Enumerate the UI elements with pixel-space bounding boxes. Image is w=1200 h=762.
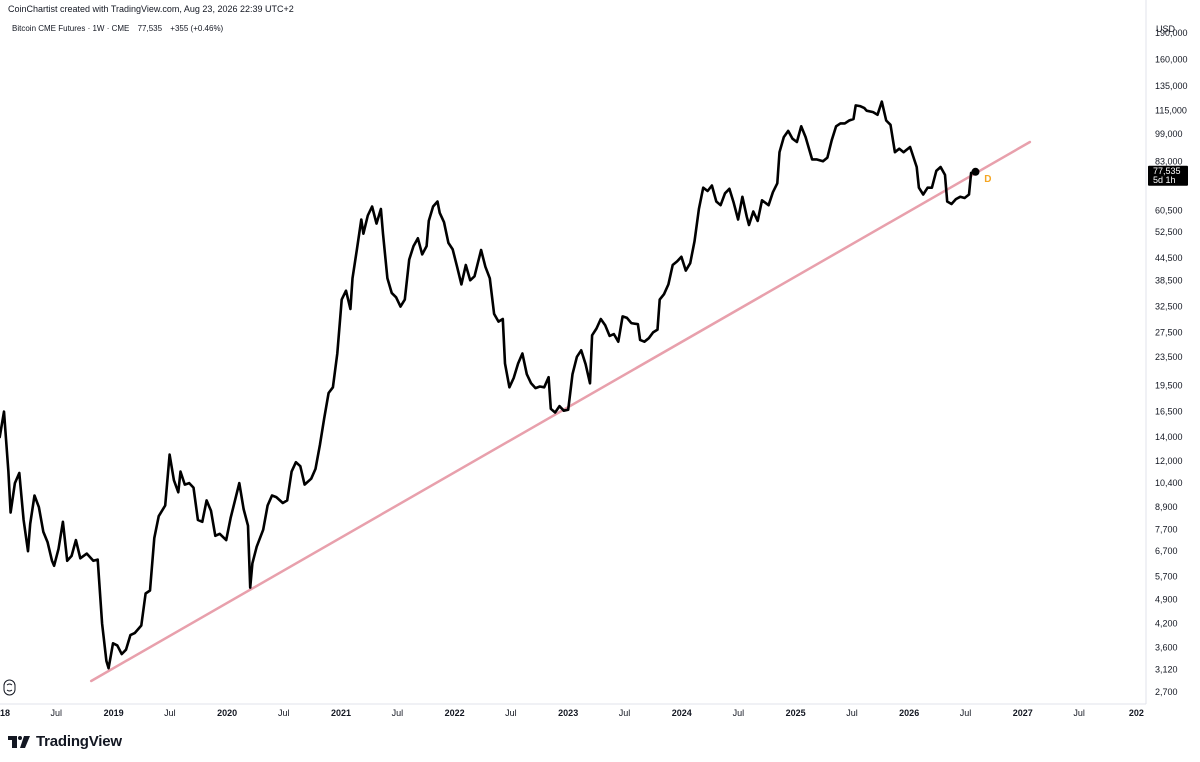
price-tick-label: 44,500 [1155,253,1183,263]
year-tick-label: 2024 [672,708,692,718]
price-tick-label: 6,700 [1155,546,1178,556]
month-tick-label: Jul [164,708,176,718]
year-tick-label: 2027 [1013,708,1033,718]
price-tick-label: 16,500 [1155,407,1183,417]
legend-symbol: Bitcoin CME Futures · 1W · CME [12,24,130,33]
price-tick-label: 10,400 [1155,478,1183,488]
month-tick-label: Jul [278,708,290,718]
price-tick-label: 52,500 [1155,227,1183,237]
price-tick-label: 12,000 [1155,456,1183,466]
price-tick-label: 135,000 [1155,81,1188,91]
price-tick-label: 3,120 [1155,665,1178,675]
tradingview-logo-icon [8,735,30,748]
legend-price: 77,535 [137,24,163,33]
price-tick-label: 23,500 [1155,352,1183,362]
last-price-label: 77,535 5d 1h [1148,165,1188,186]
month-tick-label: Jul [392,708,404,718]
year-tick-label: 2018 [0,708,10,718]
year-tick-label: 2023 [558,708,578,718]
price-tick-label: 160,000 [1155,55,1188,65]
price-tick-label: 19,500 [1155,381,1183,391]
year-tick-label: 2025 [786,708,806,718]
month-tick-label: Jul [733,708,745,718]
year-tick-label: 2020 [217,708,237,718]
month-tick-label: Jul [1073,708,1085,718]
price-tick-label: 8,900 [1155,502,1178,512]
brand-name: TradingView [36,733,122,750]
legend-change: +355 (+0.46%) [170,24,224,33]
price-tick-label: 99,000 [1155,129,1183,139]
time-axis[interactable]: 2018 Jul 2019 Jul 2020 Jul 2021 Jul 2022 Jul 2023 J… [0,708,1144,718]
price-tick-label: 14,000 [1155,432,1183,442]
bar-countdown: 5d 1h [1153,175,1176,185]
price-tick-label: 3,600 [1155,643,1178,653]
price-tick-label: 32,500 [1155,302,1183,312]
price-axis[interactable]: 2,700 3,120 3,600 4,200 4,900 5,700 6,700 7,700… [1155,28,1188,697]
last-price-value: 77,535 [1153,166,1181,176]
price-tick-label: 4,200 [1155,619,1178,629]
month-tick-label: Jul [960,708,972,718]
month-tick-label: Jul [51,708,63,718]
price-tick-label: 4,900 [1155,595,1178,605]
price-tick-label: 115,000 [1155,106,1187,116]
symbol-legend[interactable]: Bitcoin CME Futures · 1W · CME 77,535 +3… [12,24,229,33]
price-tick-label: 2,700 [1155,687,1178,697]
price-tick-label: 38,500 [1155,275,1183,285]
year-tick-label: 2026 [899,708,919,718]
price-tick-label: 7,700 [1155,525,1178,535]
price-tick-label: 5,700 [1155,571,1178,581]
price-tick-label: 190,000 [1155,28,1188,38]
price-tick-label: 60,500 [1155,205,1183,215]
year-tick-label: 202 [1129,708,1144,718]
month-tick-label: Jul [846,708,858,718]
month-tick-label: Jul [619,708,631,718]
price-series-line[interactable] [0,100,977,670]
support-trendline[interactable] [89,140,1032,683]
tradingview-brand[interactable]: TradingView [8,733,122,750]
price-tick-label: 27,500 [1155,327,1183,337]
month-tick-label: Jul [505,708,517,718]
price-tick-label: 83,000 [1155,156,1183,166]
chart-credit: CoinChartist created with TradingView.co… [8,4,294,14]
last-price-dot [971,167,980,176]
currency-label[interactable]: USD [1156,24,1176,34]
year-tick-label: 2021 [331,708,351,718]
scale-settings-icon[interactable] [3,679,16,696]
year-tick-label: 2022 [445,708,465,718]
dividend-marker[interactable]: D [984,174,991,185]
year-tick-label: 2019 [104,708,124,718]
